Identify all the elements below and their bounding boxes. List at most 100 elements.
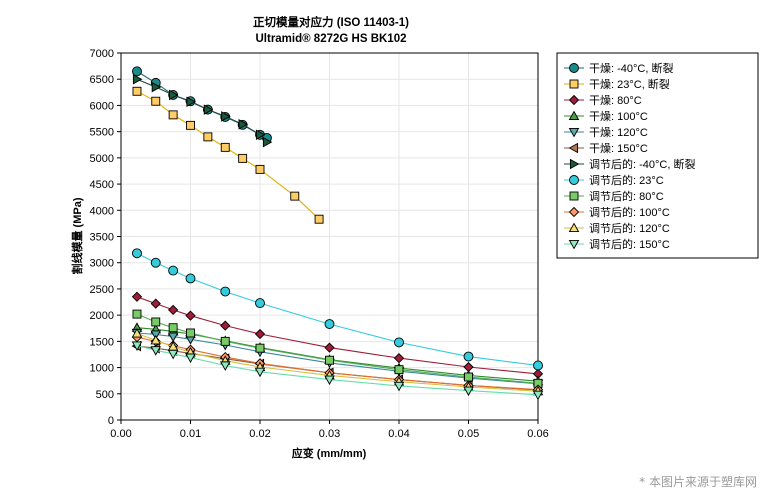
watermark: * 本图片来源于塑库网	[639, 475, 757, 489]
data-point	[238, 119, 249, 130]
data-point	[254, 367, 266, 378]
y-tick-label: 3000	[90, 258, 114, 270]
series-12	[131, 341, 544, 401]
legend-label: 干燥: 120°C	[589, 126, 648, 139]
series-8	[132, 248, 543, 371]
legend-item: 干燥: 23°C, 断裂	[564, 77, 670, 91]
y-tick-label: 6000	[90, 100, 114, 112]
data-point	[132, 309, 142, 319]
data-point	[324, 375, 335, 386]
series-7	[132, 73, 273, 148]
data-point	[185, 310, 196, 321]
data-point	[167, 304, 179, 316]
legend-marker	[568, 94, 580, 106]
legend-marker	[569, 158, 580, 170]
series-line	[136, 296, 539, 375]
legend-item: 干燥: 150°C	[564, 142, 648, 155]
data-point	[150, 298, 161, 309]
x-tick-label: 0.00	[110, 428, 131, 440]
legend-item: 干燥: 80°C	[564, 94, 642, 107]
data-point	[167, 349, 179, 360]
series-9	[132, 309, 543, 388]
data-point	[254, 328, 266, 340]
legend-item: 干燥: 100°C	[564, 110, 648, 123]
data-point	[132, 86, 142, 96]
data-point	[131, 328, 143, 338]
data-point	[185, 273, 196, 284]
data-point	[151, 81, 162, 93]
x-tick-label: 0.04	[388, 428, 409, 440]
data-point	[220, 336, 230, 346]
data-point	[255, 164, 265, 174]
y-tick-label: 0	[108, 415, 114, 427]
x-tick-label: 0.01	[180, 428, 201, 440]
data-point	[324, 319, 335, 330]
x-tick-label: 0.02	[249, 428, 270, 440]
series-line	[136, 332, 539, 385]
data-point	[463, 351, 474, 362]
y-tick-label: 1500	[90, 336, 114, 348]
legend-marker	[569, 79, 579, 89]
chart-title: 正切模量对应力 (ISO 11403-1)	[253, 15, 409, 29]
data-point	[314, 214, 324, 224]
series-line	[136, 327, 539, 382]
data-point	[533, 360, 543, 371]
legend-marker	[568, 222, 580, 233]
series-11	[131, 328, 544, 396]
data-point	[393, 381, 405, 392]
data-point	[219, 361, 231, 371]
y-tick-label: 7000	[90, 48, 114, 60]
y-tick-label: 5500	[90, 127, 114, 139]
legend-label: 干燥: 100°C	[589, 110, 648, 123]
x-tick-label: 0.06	[527, 428, 548, 440]
legend-marker	[568, 142, 579, 154]
legend-label: 调节后的: 120°C	[589, 221, 670, 235]
x-axis-label: 应变 (mm/mm)	[292, 446, 367, 460]
x-tick-label: 0.05	[458, 428, 479, 440]
data-point	[186, 328, 195, 338]
series-line	[136, 252, 539, 367]
legend-label: 干燥: 23°C, 断裂	[589, 77, 670, 91]
series-line	[136, 313, 539, 384]
y-tick-label: 4500	[90, 179, 114, 191]
data-point	[255, 298, 265, 309]
series-3	[131, 291, 544, 379]
legend-marker	[568, 206, 580, 218]
data-point	[532, 390, 544, 401]
x-tick-label: 0.03	[319, 428, 340, 440]
legend-item: 调节后的: 150°C	[564, 237, 670, 251]
data-point	[186, 96, 196, 108]
legend-item: 调节后的: 120°C	[564, 221, 670, 235]
data-point	[221, 111, 231, 122]
data-point	[394, 337, 404, 348]
legend-marker	[568, 110, 580, 121]
y-axis-label: 割线模量 (MPa)	[70, 197, 84, 274]
data-point	[255, 129, 266, 141]
data-point	[290, 191, 300, 201]
data-point	[464, 372, 473, 382]
data-point	[393, 352, 405, 364]
data-point	[132, 248, 142, 259]
legend-marker	[568, 239, 580, 250]
legend-item: 调节后的: 80°C	[564, 189, 664, 203]
legend-label: 调节后的: -40°C, 断裂	[589, 157, 695, 171]
legend-label: 调节后的: 80°C	[589, 189, 664, 203]
data-point	[168, 265, 179, 276]
legend-item: 调节后的: 23°C	[564, 173, 664, 187]
data-point	[186, 120, 195, 130]
data-point	[168, 110, 178, 120]
legend-label: 干燥: -40°C, 断裂	[589, 61, 673, 75]
y-tick-label: 500	[96, 389, 114, 401]
data-point	[394, 365, 404, 375]
data-point	[150, 334, 162, 345]
data-point	[167, 332, 179, 343]
y-tick-label: 3500	[90, 232, 114, 244]
legend-marker	[568, 127, 580, 138]
data-point	[203, 132, 213, 142]
data-point	[132, 66, 142, 77]
data-point	[220, 320, 231, 331]
legend-item: 干燥: -40°C, 断裂	[564, 61, 673, 75]
y-tick-label: 4000	[90, 205, 114, 217]
legend-marker	[569, 191, 579, 201]
